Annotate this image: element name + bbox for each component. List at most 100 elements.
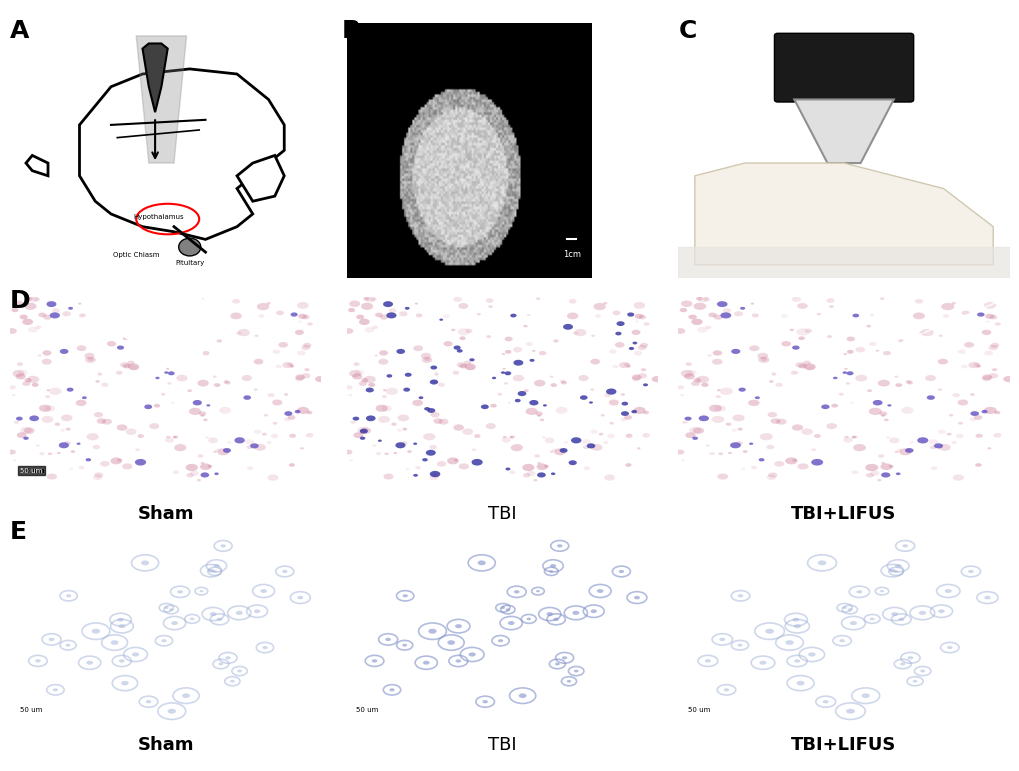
Circle shape — [197, 479, 201, 481]
Circle shape — [929, 446, 935, 449]
Circle shape — [383, 389, 386, 391]
Circle shape — [825, 298, 834, 303]
Circle shape — [378, 359, 388, 365]
Circle shape — [247, 466, 253, 470]
Circle shape — [963, 342, 973, 348]
Circle shape — [423, 661, 429, 665]
Circle shape — [692, 427, 703, 434]
Circle shape — [792, 345, 799, 350]
Circle shape — [562, 324, 573, 330]
Circle shape — [502, 436, 506, 438]
Circle shape — [488, 305, 492, 308]
Circle shape — [695, 297, 702, 301]
Circle shape — [877, 380, 890, 386]
Circle shape — [634, 314, 643, 319]
Circle shape — [583, 446, 589, 449]
Circle shape — [792, 618, 799, 621]
Circle shape — [957, 422, 962, 425]
Circle shape — [429, 445, 436, 449]
Circle shape — [631, 376, 640, 382]
Circle shape — [532, 350, 535, 352]
Circle shape — [994, 411, 1000, 414]
Circle shape — [895, 383, 902, 387]
Circle shape — [568, 460, 577, 465]
Circle shape — [272, 399, 282, 406]
Circle shape — [116, 297, 125, 302]
Circle shape — [957, 399, 967, 406]
Circle shape — [378, 416, 389, 423]
Circle shape — [210, 612, 216, 616]
Circle shape — [66, 428, 70, 430]
Circle shape — [119, 659, 124, 663]
Circle shape — [981, 375, 991, 380]
Circle shape — [728, 452, 732, 454]
Circle shape — [485, 298, 493, 303]
Circle shape — [357, 427, 368, 434]
Circle shape — [504, 350, 511, 354]
Circle shape — [621, 393, 625, 396]
Circle shape — [57, 452, 60, 454]
Circle shape — [9, 386, 16, 389]
Circle shape — [230, 680, 234, 682]
Circle shape — [36, 325, 42, 329]
Circle shape — [453, 345, 461, 350]
Circle shape — [849, 402, 853, 404]
Circle shape — [355, 370, 364, 375]
Circle shape — [574, 329, 586, 336]
Circle shape — [345, 386, 353, 389]
Circle shape — [266, 302, 270, 305]
Circle shape — [172, 470, 179, 474]
Circle shape — [442, 314, 449, 318]
Circle shape — [79, 314, 86, 318]
Circle shape — [902, 544, 907, 547]
Circle shape — [844, 368, 847, 370]
Circle shape — [983, 407, 996, 414]
Circle shape — [747, 399, 759, 406]
Circle shape — [201, 473, 209, 477]
Circle shape — [205, 436, 209, 439]
Circle shape — [759, 661, 766, 665]
Circle shape — [19, 315, 28, 319]
Circle shape — [471, 459, 482, 466]
Circle shape — [596, 589, 603, 593]
Circle shape — [138, 434, 144, 438]
Circle shape — [383, 473, 393, 480]
Circle shape — [213, 450, 217, 453]
Circle shape — [529, 359, 534, 362]
Circle shape — [111, 640, 118, 645]
Circle shape — [851, 470, 857, 474]
Circle shape — [810, 459, 822, 466]
Circle shape — [750, 466, 756, 470]
Circle shape — [898, 448, 911, 455]
Circle shape — [45, 395, 50, 398]
Circle shape — [549, 375, 553, 378]
Circle shape — [254, 609, 260, 613]
Circle shape — [894, 450, 898, 453]
Circle shape — [975, 365, 980, 368]
Circle shape — [50, 312, 60, 318]
Text: B: B — [341, 19, 361, 43]
Circle shape — [353, 416, 359, 421]
Circle shape — [946, 646, 952, 649]
Circle shape — [550, 473, 555, 475]
Circle shape — [453, 459, 458, 462]
PathPatch shape — [236, 156, 284, 201]
Circle shape — [906, 381, 912, 385]
Circle shape — [625, 433, 632, 438]
Circle shape — [384, 453, 388, 455]
Circle shape — [49, 388, 61, 395]
Circle shape — [984, 321, 988, 323]
Circle shape — [680, 370, 693, 377]
Circle shape — [764, 628, 773, 634]
Circle shape — [315, 376, 325, 382]
Circle shape — [987, 373, 998, 379]
Circle shape — [912, 312, 924, 319]
Circle shape — [794, 659, 799, 663]
Circle shape — [348, 394, 352, 396]
Circle shape — [642, 433, 649, 438]
Circle shape — [356, 315, 364, 319]
Circle shape — [879, 298, 883, 300]
Circle shape — [29, 296, 39, 302]
Circle shape — [230, 312, 242, 319]
Circle shape — [203, 419, 208, 421]
